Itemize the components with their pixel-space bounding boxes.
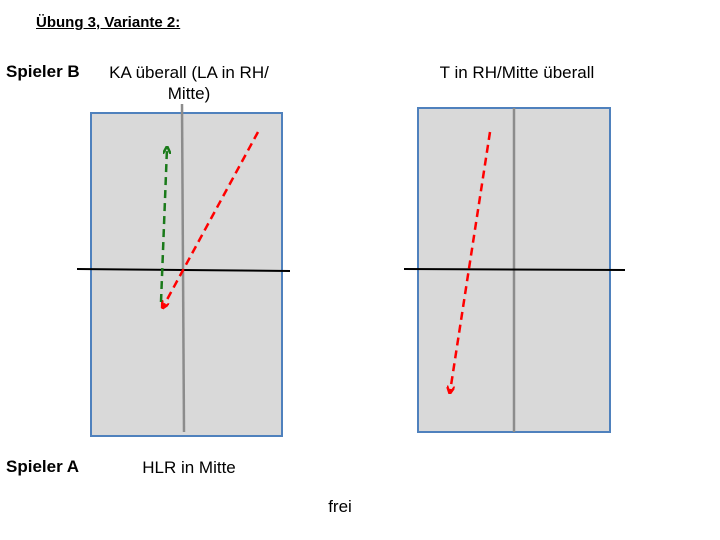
right-table-net [403,268,626,271]
right-table-top-caption: T in RH/Mitte überall [439,63,595,82]
right-red-ball-path-arrow [450,131,492,392]
page-title: Übung 3, Variante 2: [36,14,181,31]
left-table-surface [90,112,283,437]
left-table-center-line [180,103,186,433]
left-table-bottom-caption: HLR in Mitte [142,458,236,477]
player-a-label: Spieler A [6,457,80,476]
right-table [403,107,626,433]
left-table-top-caption: KA überall (LA in RH/ Mitte) [109,63,269,103]
footer-note: frei [328,497,352,516]
left-red-ball-path-arrow [163,131,260,307]
left-table [76,103,291,437]
player-b-label: Spieler B [6,62,80,81]
